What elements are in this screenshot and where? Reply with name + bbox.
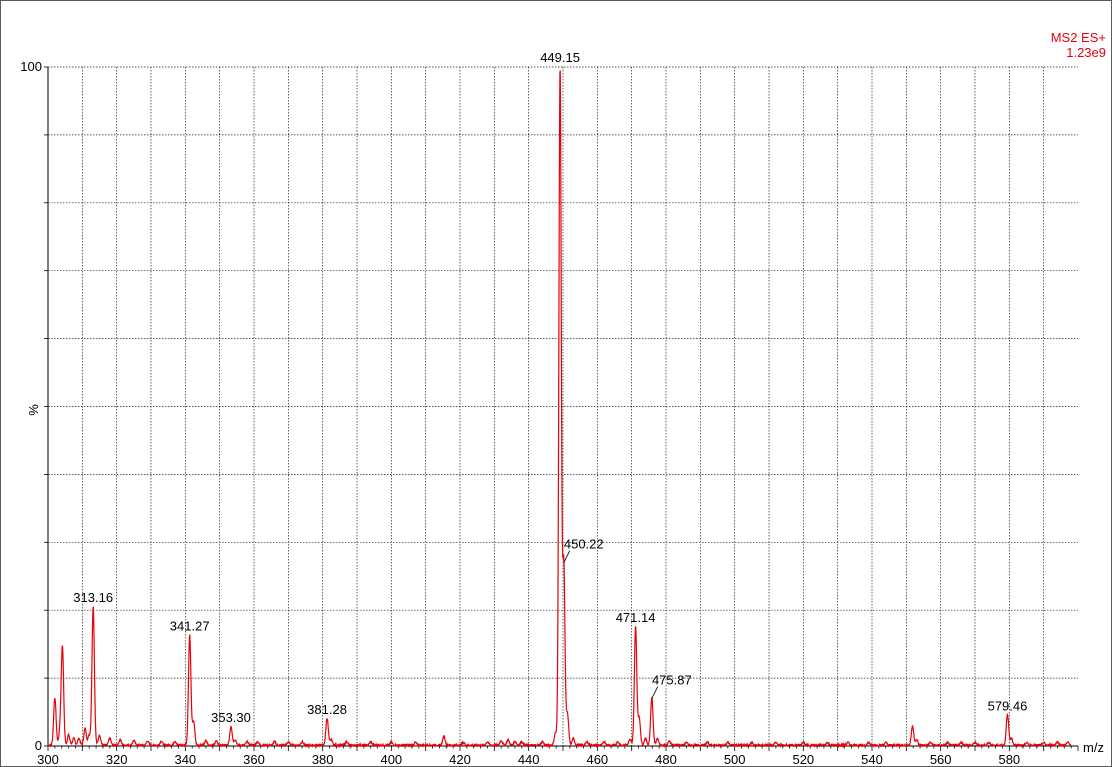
y-tick-label: 100 <box>20 59 42 74</box>
x-tick-label: 440 <box>518 752 540 767</box>
x-tick-label: 320 <box>106 752 128 767</box>
y-axis-label: % <box>26 404 41 416</box>
spectrum-trace <box>47 70 1072 749</box>
peak-labels: 313.16 341.27 353.30 381.28 449.15 450.22 471.… <box>73 50 1027 725</box>
x-tick-label: 420 <box>449 752 471 767</box>
x-tick-label: 560 <box>930 752 952 767</box>
peak-label-341-27: 341.27 <box>170 618 210 633</box>
x-tick-label: 360 <box>243 752 265 767</box>
x-tick-label: 300 <box>37 752 59 767</box>
grid <box>48 66 1078 746</box>
x-tick-label: 340 <box>174 752 196 767</box>
x-tick-label: 480 <box>655 752 677 767</box>
peak-label-450-22: 450.22 <box>564 537 604 552</box>
x-tick-label: 460 <box>586 752 608 767</box>
y-tick-label: 0 <box>35 738 42 753</box>
peak-label-449-15: 449.15 <box>540 50 580 65</box>
peak-label-579-46: 579.46 <box>988 698 1028 713</box>
scan-type-label: MS2 ES+ <box>1051 30 1106 45</box>
y-ticks: 0 100 <box>20 59 48 753</box>
peak-label-475-87: 475.87 <box>652 672 692 687</box>
x-tick-label: 540 <box>861 752 883 767</box>
peak-label-353-30: 353.30 <box>211 710 251 725</box>
x-tick-label: 500 <box>724 752 746 767</box>
peak-label-471-14: 471.14 <box>616 610 656 625</box>
x-tick-label: 580 <box>998 752 1020 767</box>
x-axis-label: m/z <box>1083 740 1104 755</box>
leader-line <box>651 686 659 699</box>
peak-label-381-28: 381.28 <box>307 702 347 717</box>
peak-label-313-16: 313.16 <box>73 590 113 605</box>
x-tick-label: 400 <box>380 752 402 767</box>
intensity-label: 1.23e9 <box>1066 45 1106 60</box>
x-tick-label: 520 <box>792 752 814 767</box>
x-ticks: 300 320 340 360 380 400 420 440 460 480 500 520 540 5… <box>37 746 1079 767</box>
leader-line <box>563 550 571 563</box>
x-tick-label: 380 <box>312 752 334 767</box>
